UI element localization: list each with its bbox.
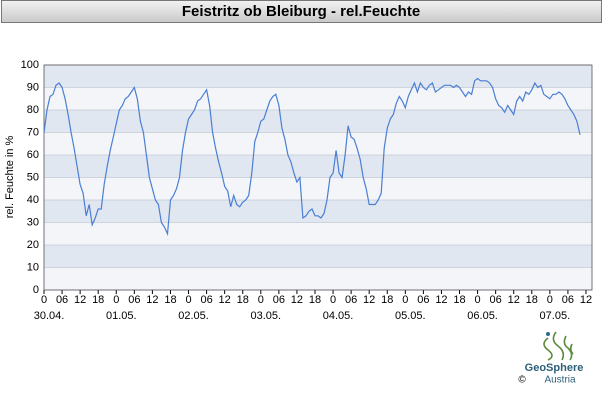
- y-tick-label: 20: [27, 239, 39, 251]
- logo-dot: [546, 332, 550, 336]
- x-tick-label: 18: [164, 294, 176, 306]
- x-tick-label: 18: [237, 294, 249, 306]
- x-tick-label: 18: [453, 294, 465, 306]
- x-tick-label: 0: [330, 294, 336, 306]
- x-tick-label: 0: [113, 294, 119, 306]
- x-tick-label: 12: [74, 294, 86, 306]
- x-tick-label: 12: [363, 294, 375, 306]
- grid-band: [44, 155, 592, 178]
- logo-name: GeoSphere: [525, 362, 584, 374]
- grid-band: [44, 87, 592, 110]
- y-tick-label: 30: [27, 216, 39, 228]
- x-tick-label: 06: [273, 294, 285, 306]
- x-tick-label: 12: [219, 294, 231, 306]
- x-tick-label: 0: [41, 294, 47, 306]
- x-tick-label: 06: [200, 294, 212, 306]
- x-tick-label: 0: [185, 294, 191, 306]
- logo-sub: Austria: [544, 375, 576, 386]
- grid-band: [44, 200, 592, 223]
- copyright: ©: [518, 375, 526, 386]
- day-label: 01.05.: [106, 310, 137, 322]
- y-tick-label: 90: [27, 81, 39, 93]
- x-tick-label: 0: [547, 294, 553, 306]
- day-label: 02.05.: [178, 310, 209, 322]
- data-line: [43, 77, 581, 237]
- y-axis-label: rel. Feuchte in %: [4, 136, 16, 219]
- day-label: 03.05.: [250, 310, 281, 322]
- x-tick-label: 12: [580, 294, 592, 306]
- y-tick-label: 60: [27, 149, 39, 161]
- y-tick-label: 10: [27, 261, 39, 273]
- logo: GeoSphere Austria ©: [518, 331, 584, 386]
- plot-frame: [43, 64, 593, 291]
- x-tick-label: 12: [146, 294, 158, 306]
- y-tick-label: 100: [21, 59, 39, 71]
- y-tick-label: 0: [33, 284, 39, 296]
- day-label: 07.05.: [540, 310, 571, 322]
- y-tick-label: 80: [27, 104, 39, 116]
- x-tick-label: 12: [508, 294, 520, 306]
- x-tick-label: 06: [56, 294, 68, 306]
- x-tick-label: 0: [475, 294, 481, 306]
- x-tick-label: 18: [92, 294, 104, 306]
- x-tick-label: 18: [309, 294, 321, 306]
- x-tick-label: 18: [381, 294, 393, 306]
- grid-band: [44, 245, 592, 268]
- grid-band: [44, 267, 592, 290]
- x-tick-label: 06: [345, 294, 357, 306]
- x-tick-label: 06: [128, 294, 140, 306]
- x-tick-label: 0: [258, 294, 264, 306]
- y-tick-label: 70: [27, 126, 39, 138]
- y-tick-label: 50: [27, 171, 39, 183]
- day-label: 06.05.: [467, 310, 498, 322]
- x-tick-label: 12: [435, 294, 447, 306]
- x-tick-label: 0: [402, 294, 408, 306]
- grid-band: [44, 177, 592, 200]
- chart-title: Feistritz ob Bleiburg - rel.Feuchte: [182, 3, 420, 20]
- grid-band: [44, 110, 592, 133]
- day-label: 30.04.: [34, 310, 65, 322]
- x-tick-label: 06: [490, 294, 502, 306]
- day-label: 05.05.: [395, 310, 426, 322]
- x-tick-label: 06: [417, 294, 429, 306]
- grid-band: [44, 65, 592, 88]
- x-tick-label: 06: [562, 294, 574, 306]
- x-tick-label: 12: [291, 294, 303, 306]
- x-tick-label: 18: [526, 294, 538, 306]
- y-tick-label: 40: [27, 194, 39, 206]
- plot-area: 0 10 20 30 40 50 60 70 80 90 100 0 06 12 18 0 06 12 18 0 06 1…: [21, 59, 593, 322]
- grid-band: [44, 132, 592, 155]
- logo-icon: [543, 331, 574, 361]
- day-label: 04.05.: [323, 310, 354, 322]
- title-bar: [1, 0, 602, 23]
- grid-band: [44, 222, 592, 245]
